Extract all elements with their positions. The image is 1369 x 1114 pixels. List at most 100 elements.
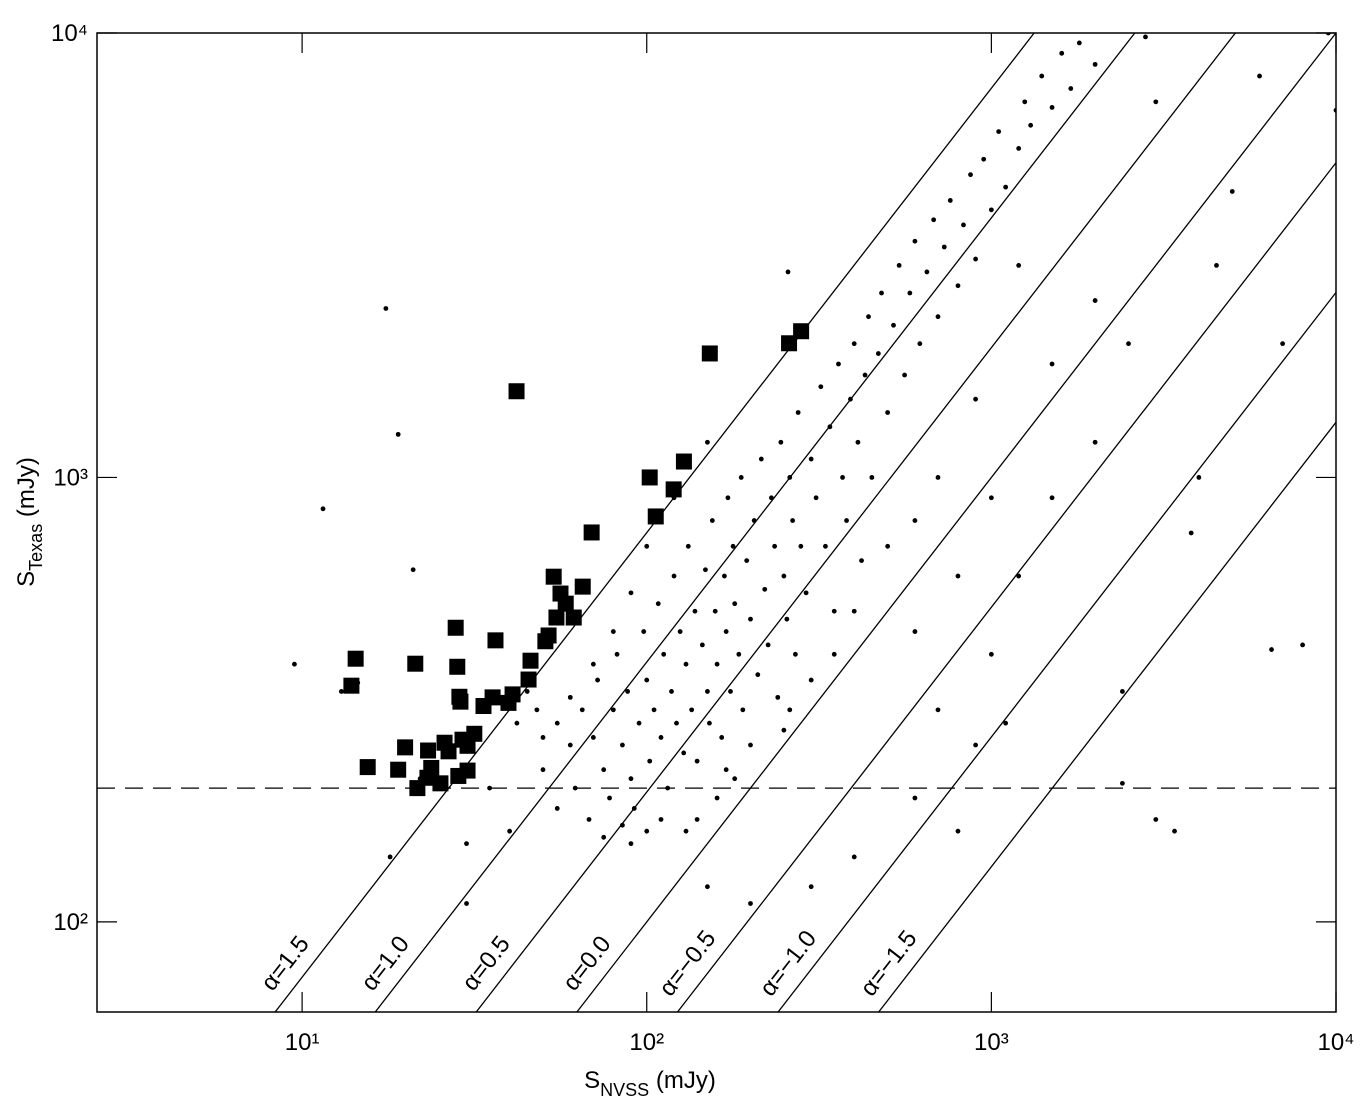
dot-marker [669,689,674,694]
x-tick-label: 10¹ [285,1029,320,1056]
square-marker [641,469,658,486]
dot-marker [692,608,698,614]
dot-marker [896,262,902,268]
dot-marker [1016,145,1022,151]
square-marker [440,743,457,760]
dot-marker [732,776,738,782]
x-tick-label: 10⁴ [1317,1029,1354,1056]
dot-marker [554,720,560,726]
dot-marker [912,238,918,244]
dot-marker [728,689,733,694]
spectral-index-line [878,421,1336,1012]
y-label-sub: Texas [26,524,46,571]
dot-marker [973,256,979,262]
dot-marker [935,707,941,713]
dot-marker [1229,189,1235,194]
dot-marker [879,290,884,296]
dot-marker [620,822,625,828]
dot-marker [383,306,389,311]
y-label-main: S [13,571,40,587]
square-marker [420,742,437,759]
dot-marker [973,742,979,748]
y-axis-label: STexas (mJy) [13,457,46,587]
dot-marker [798,543,804,549]
dot-marker [320,506,326,512]
dot-marker [590,661,596,667]
dot-marker [808,677,814,683]
dot-marker [941,244,947,250]
dot-marker [781,573,787,579]
dot-marker [1003,184,1009,190]
dot-marker [851,854,857,860]
dot-marker [567,742,573,748]
dot-marker [590,735,596,740]
square-marker [508,383,525,400]
dot-marker [844,518,849,523]
dot-marker [955,283,961,289]
dot-marker [1022,99,1028,105]
dot-marker [586,817,592,822]
x-label-main: S [584,1067,600,1094]
dot-marker [1016,262,1022,268]
dot-marker [784,616,790,622]
dot-marker [464,901,469,906]
dot-marker [996,129,1002,135]
y-tick-label: 10³ [53,464,88,491]
square-marker [449,658,466,675]
dot-marker [808,884,814,890]
dot-marker [620,742,625,748]
dot-marker [579,707,585,713]
dot-marker [714,795,720,801]
dot-marker [1039,73,1045,79]
dot-marker [790,518,796,523]
dot-marker [631,806,637,811]
dot-marker [955,828,961,834]
dot-marker [988,495,994,501]
dot-marker [1092,439,1098,445]
square-marker [407,655,424,672]
square-marker [484,689,501,706]
dot-marker [885,410,891,415]
square-marker [459,762,476,779]
dot-marker [1028,122,1034,128]
dot-marker [851,608,857,614]
dot-marker [601,767,607,773]
dot-marker [772,543,778,549]
dot-marker [683,828,689,834]
dot-marker [674,720,679,726]
dot-marker [738,475,744,480]
dot-marker [644,543,650,549]
dot-marker [1126,341,1131,347]
square-marker [452,693,469,710]
dot-marker [793,651,798,657]
dot-marker [540,767,546,773]
dot-marker [658,817,664,822]
dot-marker [866,314,871,320]
square-marker [548,609,565,626]
dot-marker [534,707,540,713]
square-marker [466,725,483,742]
dot-marker [665,785,671,791]
square-marker [500,694,517,711]
y-tick-label: 10⁴ [51,20,88,47]
dot-marker [851,341,857,347]
dot-marker [765,642,771,648]
dot-marker [912,629,918,634]
dot-marker [614,651,620,657]
dot-marker [751,518,757,523]
square-marker [701,345,718,362]
dot-marker [524,689,530,694]
dot-marker [1257,73,1262,79]
dot-marker [769,495,774,501]
dot-marker [610,629,616,634]
dot-marker [947,198,953,203]
dot-marker [410,567,416,573]
dot-marker [540,735,546,740]
dot-marker [338,689,344,694]
square-marker [665,481,682,498]
dot-marker [840,475,845,480]
square-marker [574,578,591,595]
square-marker [647,508,664,525]
dot-marker [935,475,941,480]
